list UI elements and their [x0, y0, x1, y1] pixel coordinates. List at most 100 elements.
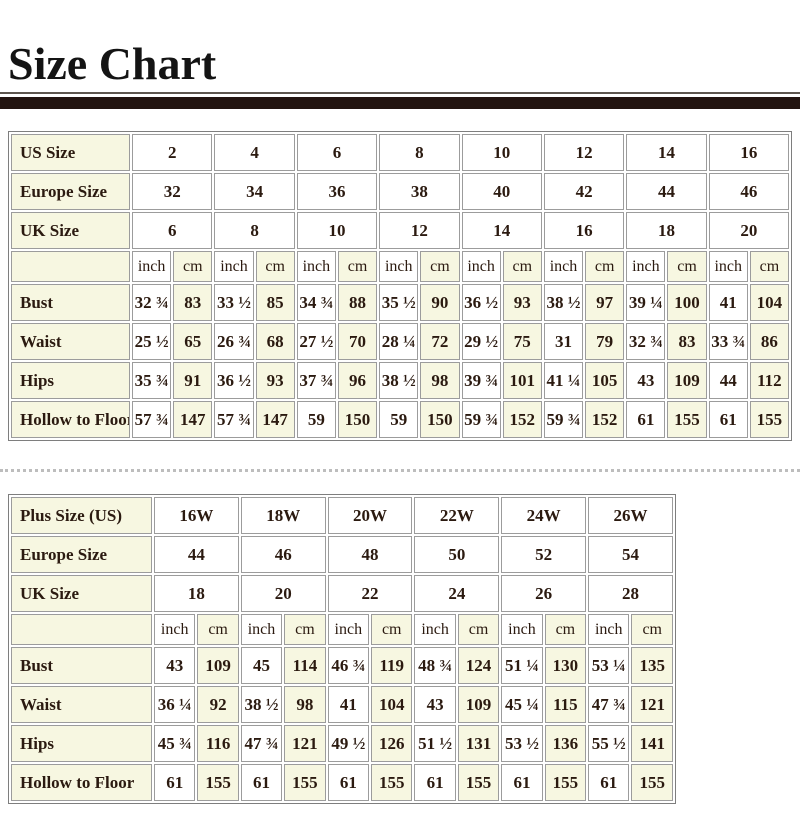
measure-inch-cell: 45 ¾	[154, 725, 196, 762]
measure-cm-cell: 112	[749, 362, 789, 399]
size-row-label: Europe Size	[11, 536, 152, 573]
measure-inch-cell: 39 ¼	[626, 284, 666, 321]
measure-cm-cell: 83	[667, 323, 707, 360]
unit-inch-cell: inch	[588, 614, 630, 645]
size-value-cell: 54	[588, 536, 673, 573]
unit-header-row: inch cm inch cm inch cm inch cm inch cm inch cm inch…	[11, 251, 789, 282]
measure-inch-cell: 51 ½	[414, 725, 456, 762]
measure-cm-cell: 116	[197, 725, 239, 762]
size-value-cell: 20	[240, 575, 326, 612]
measure-cm-cell: 109	[667, 362, 707, 399]
measure-cm-cell: 109	[457, 686, 500, 723]
measure-cm-cell: 155	[544, 764, 587, 801]
measure-inch-cell: 37 ¾	[296, 362, 336, 399]
measure-inch-cell: 59	[296, 401, 336, 438]
measure-cm-cell: 88	[337, 284, 378, 321]
size-value-cell: 20W	[327, 497, 413, 534]
measure-cm-cell: 98	[284, 686, 326, 723]
measure-inch-cell: 57 ¾	[132, 401, 172, 438]
unit-inch-cell: inch	[296, 251, 336, 282]
title-rule-thick	[0, 97, 800, 109]
unit-inch-cell: inch	[327, 614, 370, 645]
unit-inch-cell: inch	[154, 614, 196, 645]
measure-cm-cell: 114	[284, 647, 326, 684]
measure-inch-cell: 45 ¼	[501, 686, 543, 723]
measure-cm-cell: 92	[197, 686, 239, 723]
measure-cm-cell: 98	[420, 362, 460, 399]
size-value-cell: 14	[461, 212, 542, 249]
measure-cm-cell: 126	[371, 725, 413, 762]
measure-inch-cell: 61	[154, 764, 196, 801]
measure-inch-cell: 48 ¾	[414, 647, 456, 684]
measure-cm-cell: 152	[585, 401, 625, 438]
measure-cm-cell: 97	[585, 284, 625, 321]
measure-cm-cell: 79	[585, 323, 625, 360]
table-row: Waist 36 ¼ 92 38 ½ 98 41 104 43 109 45 ¼ 115 47 ¾ 12…	[11, 686, 673, 723]
measure-cm-cell: 124	[457, 647, 500, 684]
measure-inch-cell: 41	[708, 284, 748, 321]
size-row-label: Europe Size	[11, 173, 130, 210]
measure-inch-cell: 27 ½	[296, 323, 336, 360]
measure-inch-cell: 38 ½	[379, 362, 419, 399]
measure-cm-cell: 91	[173, 362, 213, 399]
measure-inch-cell: 33 ½	[214, 284, 254, 321]
measure-inch-cell: 47 ¾	[588, 686, 630, 723]
measure-cm-cell: 104	[749, 284, 789, 321]
table-row: UK Size 6 8 10 12 14 16 18 20	[11, 212, 789, 249]
measure-cm-cell: 68	[255, 323, 295, 360]
table-row: Europe Size 32 34 36 38 40 42 44 46	[11, 173, 789, 210]
size-value-cell: 6	[132, 212, 213, 249]
measure-cm-cell: 131	[457, 725, 500, 762]
unit-inch-cell: inch	[132, 251, 172, 282]
measure-inch-cell: 36 ½	[461, 284, 501, 321]
table-row: Bust 32 ¾ 83 33 ½ 85 34 ¾ 88 35 ½ 90 36 ½ 93 38 ½ 97…	[11, 284, 789, 321]
measure-cm-cell: 90	[420, 284, 460, 321]
measure-cm-cell: 136	[544, 725, 587, 762]
size-row-label: Plus Size (US)	[11, 497, 152, 534]
size-value-cell: 22W	[414, 497, 500, 534]
size-value-cell: 8	[214, 212, 295, 249]
size-value-cell: 12	[543, 134, 625, 171]
measure-inch-cell: 61	[708, 401, 748, 438]
size-value-cell: 46	[240, 536, 326, 573]
measure-cm-cell: 96	[337, 362, 378, 399]
size-value-cell: 36	[296, 173, 378, 210]
size-value-cell: 48	[327, 536, 413, 573]
measure-row-label: Hollow to Floor	[11, 764, 152, 801]
size-chart-page: Size Chart US Size 2 4 6 8 10 12 14 16 Europe Siz…	[0, 40, 800, 840]
plus-size-table: Plus Size (US) 16W 18W 20W 22W 24W 26W Europe S…	[8, 494, 676, 804]
measure-inch-cell: 38 ½	[543, 284, 584, 321]
measure-cm-cell: 155	[631, 764, 673, 801]
measure-inch-cell: 38 ½	[240, 686, 283, 723]
measure-inch-cell: 61	[588, 764, 630, 801]
measure-cm-cell: 72	[420, 323, 460, 360]
measure-cm-cell: 75	[502, 323, 542, 360]
unit-inch-cell: inch	[543, 251, 584, 282]
unit-cm-cell: cm	[457, 614, 500, 645]
size-value-cell: 18W	[240, 497, 326, 534]
unit-row-blank-label	[11, 614, 152, 645]
measure-inch-cell: 35 ½	[379, 284, 419, 321]
size-value-cell: 52	[501, 536, 587, 573]
unit-cm-cell: cm	[371, 614, 413, 645]
measure-cm-cell: 147	[173, 401, 213, 438]
measure-inch-cell: 35 ¾	[132, 362, 172, 399]
measure-inch-cell: 59 ¾	[543, 401, 584, 438]
size-value-cell: 26W	[588, 497, 673, 534]
measure-inch-cell: 61	[501, 764, 543, 801]
size-value-cell: 24	[414, 575, 500, 612]
unit-cm-cell: cm	[544, 614, 587, 645]
measure-cm-cell: 155	[371, 764, 413, 801]
unit-inch-cell: inch	[708, 251, 748, 282]
table-row: Hips 45 ¾ 116 47 ¾ 121 49 ½ 126 51 ½ 131 53 ½ 136 5…	[11, 725, 673, 762]
measure-inch-cell: 36 ½	[214, 362, 254, 399]
unit-inch-cell: inch	[379, 251, 419, 282]
unit-row-blank-label	[11, 251, 130, 282]
measure-inch-cell: 61	[240, 764, 283, 801]
measure-cm-cell: 155	[457, 764, 500, 801]
measure-cm-cell: 101	[502, 362, 542, 399]
measure-inch-cell: 61	[626, 401, 666, 438]
measure-inch-cell: 25 ½	[132, 323, 172, 360]
measure-inch-cell: 61	[327, 764, 370, 801]
